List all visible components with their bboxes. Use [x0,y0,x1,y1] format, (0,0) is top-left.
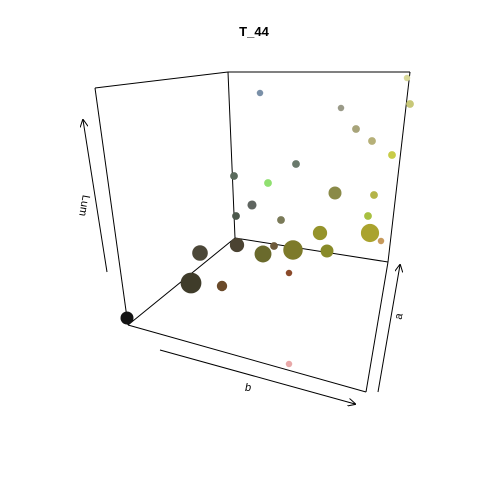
y-axis-arrow [377,265,400,393]
data-point [364,212,372,220]
y-axis-label: a [393,312,406,321]
box-edge [94,71,229,89]
data-point [264,179,272,187]
data-points [120,74,414,368]
data-point [285,269,293,277]
axis-arrows [83,120,400,404]
z-axis-label: Lum [76,194,92,217]
data-point [230,172,238,180]
data-point [254,245,272,263]
data-point [368,137,376,145]
data-point [270,242,278,250]
data-point [360,223,380,243]
data-point [285,360,293,368]
data-point [120,311,134,325]
x-axis-arrow [159,349,355,404]
z-axis-arrow [83,120,108,273]
data-point [216,280,228,292]
chart-title: T_44 [239,24,269,39]
box-edge [227,71,236,239]
data-point [370,191,378,199]
box-edge [387,71,411,263]
data-point [256,89,264,97]
data-point [292,160,300,168]
box-edge [365,261,389,393]
data-point [232,212,240,220]
data-point [277,216,285,224]
data-point [180,272,202,294]
box-edge [94,87,129,326]
x-axis-label: b [245,382,251,394]
data-point [192,245,208,261]
data-point [312,225,328,241]
data-point [406,100,414,108]
box-edge [234,237,389,263]
data-point [283,240,303,260]
data-point [377,237,385,245]
data-point [247,200,257,210]
data-point [388,151,396,159]
data-point [352,125,360,133]
data-point [403,74,411,82]
data-point [229,237,245,253]
data-point [328,186,342,200]
data-point [337,104,345,112]
box-edge [127,324,367,393]
data-point [320,244,334,258]
